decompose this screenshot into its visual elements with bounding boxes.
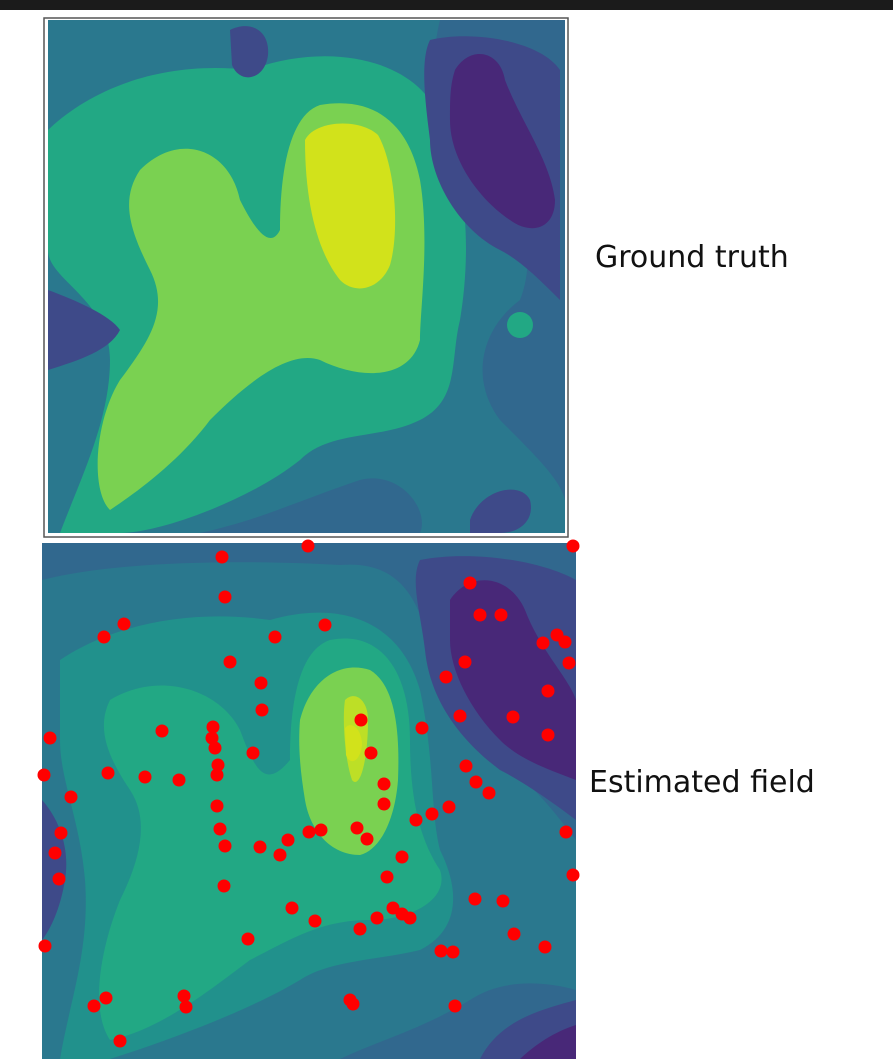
page: Ground truth Estimated field (() => { co…	[0, 0, 893, 1059]
ground-truth-field	[44, 18, 568, 537]
top-strip	[0, 0, 893, 10]
figure	[0, 0, 893, 1059]
panel-label: Estimated field	[589, 765, 815, 800]
panel-label: Ground truth	[595, 240, 789, 275]
